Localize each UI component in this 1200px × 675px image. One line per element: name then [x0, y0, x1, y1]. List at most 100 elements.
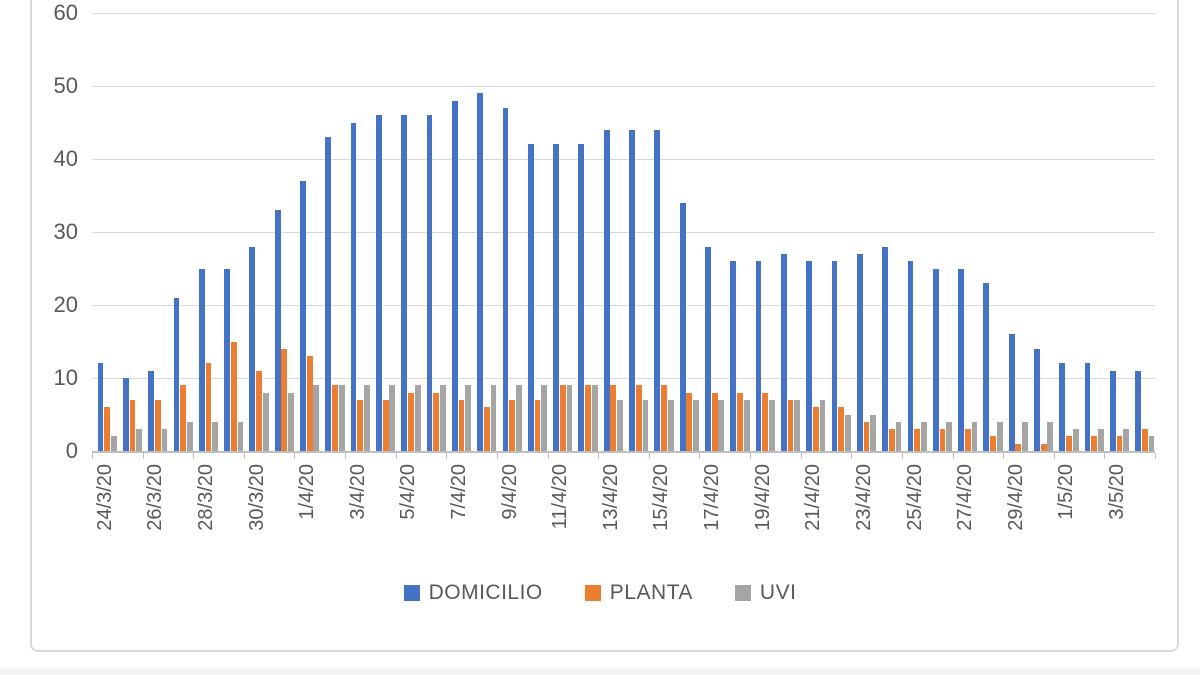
- bar-domicilio: [1135, 370, 1142, 451]
- bar-planta: [1040, 443, 1047, 451]
- bar-uvi: [389, 385, 396, 451]
- bar-planta: [711, 392, 718, 451]
- bar-uvi: [541, 385, 548, 451]
- x-axis-label: 5/4/20: [397, 464, 420, 520]
- bar-domicilio: [325, 137, 332, 451]
- y-axis-label: 40: [53, 146, 78, 171]
- bar-planta: [863, 421, 870, 451]
- bar-uvi: [743, 399, 750, 451]
- bar-planta: [939, 429, 946, 451]
- bar-uvi: [465, 385, 472, 451]
- bar-domicilio: [527, 144, 534, 451]
- bar-domicilio: [780, 253, 787, 451]
- x-axis-tick: [142, 453, 144, 459]
- bar-planta: [509, 399, 516, 451]
- bar-uvi: [111, 436, 117, 451]
- legend-label: DOMICILIO: [428, 581, 543, 604]
- bar-domicilio: [97, 363, 104, 451]
- bar-uvi: [364, 385, 370, 451]
- bar-uvi: [566, 385, 573, 451]
- bar-uvi: [338, 385, 345, 451]
- bar-uvi: [667, 399, 674, 451]
- x-axis-tick: [851, 453, 853, 459]
- bar-domicilio: [477, 93, 484, 451]
- bar-planta: [762, 392, 769, 451]
- gridline-y-50: [92, 86, 1155, 87]
- legend-item-uvi: UVI: [734, 581, 797, 605]
- x-axis-label: 21/4/20: [802, 464, 825, 531]
- gridline-y-40: [92, 159, 1155, 160]
- bottom-page-edge: [0, 667, 1200, 675]
- bar-planta: [357, 399, 364, 451]
- bar-planta: [559, 385, 566, 451]
- bar-planta: [661, 385, 667, 451]
- bar-planta: [1116, 436, 1123, 451]
- legend-swatch-uvi: [734, 585, 751, 601]
- bar-uvi: [920, 421, 927, 451]
- bar-uvi: [971, 421, 978, 451]
- y-axis-label: 20: [53, 292, 78, 317]
- bar-planta: [534, 399, 541, 451]
- bar-planta: [230, 341, 237, 451]
- bar-planta: [686, 392, 693, 451]
- bar-domicilio: [451, 100, 458, 451]
- x-axis-label: 17/4/20: [701, 464, 724, 531]
- bar-planta: [104, 407, 111, 451]
- x-axis-label: 27/4/20: [954, 464, 977, 531]
- bar-domicilio: [654, 129, 661, 451]
- bar-planta: [914, 429, 920, 451]
- x-axis-tick: [1053, 453, 1055, 459]
- bar-uvi: [591, 385, 598, 451]
- bar-domicilio: [1084, 363, 1091, 451]
- bar-domicilio: [1059, 363, 1066, 451]
- x-axis-label: 7/4/20: [447, 464, 470, 520]
- bar-domicilio: [1109, 370, 1116, 451]
- gridline-y-60: [92, 13, 1155, 14]
- x-axis-label: 28/3/20: [194, 464, 217, 531]
- bar-planta: [180, 385, 187, 451]
- x-axis-label: 11/4/20: [549, 464, 572, 530]
- x-axis-tick: [294, 453, 296, 459]
- x-axis-tick: [598, 453, 600, 459]
- y-axis-label: 50: [53, 73, 78, 98]
- bar-planta: [458, 399, 465, 451]
- bar-domicilio: [958, 268, 964, 451]
- bar-uvi: [313, 385, 320, 451]
- legend-label: PLANTA: [609, 581, 693, 604]
- x-axis-tick: [1003, 453, 1005, 459]
- bar-domicilio: [376, 115, 382, 451]
- bar-uvi: [161, 429, 168, 451]
- bar-planta: [1141, 429, 1148, 451]
- bar-uvi: [844, 414, 851, 451]
- bar-uvi: [794, 399, 801, 451]
- bar-planta: [332, 385, 338, 451]
- gridline-y-20: [92, 305, 1155, 306]
- bar-uvi: [1047, 421, 1054, 451]
- bar-uvi: [642, 399, 649, 451]
- legend-swatch-domicilio: [403, 585, 420, 601]
- bar-planta: [205, 363, 212, 451]
- bar-planta: [483, 407, 490, 451]
- bar-domicilio: [553, 144, 559, 451]
- bar-planta: [256, 370, 262, 451]
- x-axis-label: 9/4/20: [498, 464, 521, 520]
- bar-planta: [281, 348, 288, 451]
- bar-domicilio: [224, 268, 230, 451]
- bar-domicilio: [173, 297, 180, 451]
- bar-uvi: [414, 385, 421, 451]
- bar-domicilio: [983, 283, 990, 451]
- x-axis-label: 3/4/20: [346, 464, 369, 520]
- bar-planta: [306, 356, 313, 451]
- bar-planta: [812, 407, 819, 451]
- bar-uvi: [288, 392, 294, 451]
- bar-uvi: [237, 421, 244, 451]
- legend-swatch-planta: [584, 585, 601, 601]
- x-axis-tick: [1104, 453, 1106, 459]
- y-axis-label: 0: [65, 438, 78, 463]
- bar-domicilio: [1034, 348, 1040, 451]
- bar-uvi: [819, 399, 826, 451]
- bar-domicilio: [426, 115, 433, 451]
- bar-domicilio: [806, 261, 813, 451]
- bar-domicilio: [831, 261, 838, 451]
